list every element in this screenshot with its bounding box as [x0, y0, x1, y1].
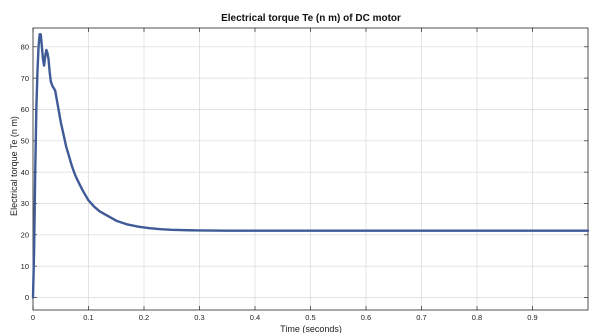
x-tick-label: 0.8 — [472, 313, 482, 322]
x-tick-label: 0.2 — [139, 313, 149, 322]
x-tick-label: 0.5 — [305, 313, 315, 322]
x-tick-label: 0.6 — [361, 313, 371, 322]
y-tick-label: 60 — [21, 105, 29, 114]
y-tick-label: 80 — [21, 43, 29, 52]
x-tick-label: 0.7 — [416, 313, 426, 322]
y-axis-label: Electrical torque Te (n m) — [9, 116, 19, 216]
grid — [32, 28, 588, 310]
x-tick-labels: 0 0.1 0.2 0.3 0.4 0.5 0.6 0.7 0.8 0.9 — [31, 313, 538, 322]
x-tick-label: 0.9 — [527, 313, 537, 322]
y-tick-label: 50 — [21, 137, 29, 146]
series-group — [31, 33, 590, 299]
y-tick-label: 70 — [21, 74, 29, 83]
tick-marks — [32, 28, 588, 310]
y-tick-label: 10 — [21, 262, 29, 271]
y-tick-label: 0 — [25, 293, 29, 302]
torque-series-line — [31, 33, 590, 299]
y-tick-label: 40 — [21, 168, 29, 177]
y-tick-label: 20 — [21, 231, 29, 240]
x-tick-label: 0.3 — [194, 313, 204, 322]
y-tick-labels: 0 10 20 30 40 50 60 70 80 — [21, 43, 29, 303]
x-axis-label: Time (seconds) — [280, 324, 342, 333]
x-tick-label: 0.4 — [250, 313, 260, 322]
x-tick-label: 0 — [31, 313, 35, 322]
y-tick-label: 30 — [21, 199, 29, 208]
x-tick-label: 0.1 — [83, 313, 93, 322]
chart-title: Electrical torque Te (n m) of DC motor — [221, 13, 401, 24]
